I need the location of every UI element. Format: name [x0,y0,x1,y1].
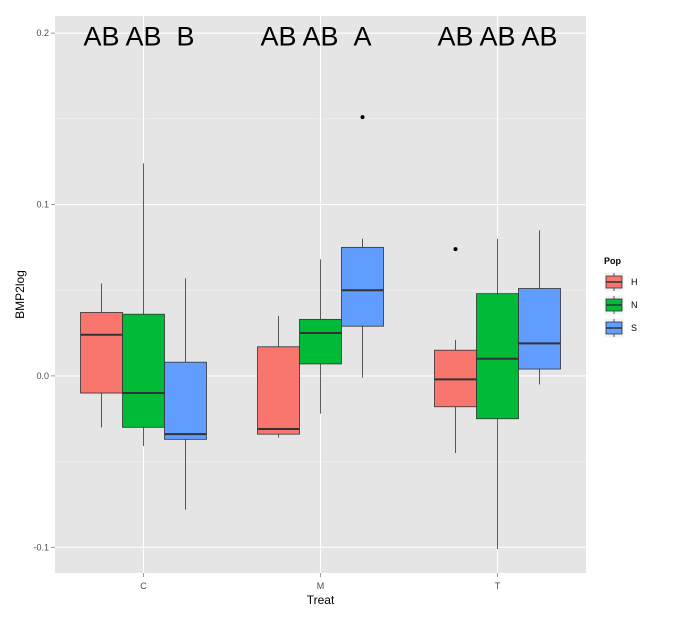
legend-label: N [631,300,638,310]
box-H-C [80,283,123,428]
y-tick-label: 0.0 [36,371,49,381]
y-axis-title: BMP2log [13,270,27,319]
legend: Pop H N S [603,256,638,339]
significance-label: B [176,22,194,52]
y-tick-label: 0.1 [36,200,49,210]
y-tick-label: 0.2 [36,28,49,38]
box-S-C [164,278,207,510]
x-tick-label: M [317,581,325,591]
box-N-M [299,259,342,414]
box-body [257,346,300,435]
box-body [518,288,561,370]
legend-label: H [631,277,638,287]
boxes [80,115,561,550]
annotations: AB AB B AB AB A AB AB AB [83,22,557,52]
box-body [164,361,207,440]
box-body [341,246,384,327]
box-body [476,293,519,420]
box-body [122,313,165,428]
box-S-M [341,115,384,378]
legend-key-N: N [603,294,638,316]
y-tick-label: -0.1 [33,542,49,552]
significance-label: AB [83,22,119,52]
box-body [80,312,123,394]
box-N-C [122,163,165,447]
significance-label: AB [125,22,161,52]
legend-key-H: H [603,271,638,293]
box-H-T [434,247,477,454]
box-N-T [476,238,519,550]
box-H-M [257,315,300,438]
y-axis: -0.1 0.0 0.1 0.2 [33,28,55,552]
significance-label: AB [437,22,473,52]
x-axis-title: Treat [307,593,335,607]
legend-label: S [631,323,637,333]
outlier-point [453,247,458,252]
significance-label: AB [521,22,557,52]
legend-title: Pop [604,256,622,266]
x-tick-label: C [140,581,147,591]
box-S-T [518,230,561,385]
significance-label: AB [302,22,338,52]
significance-label: AB [479,22,515,52]
outlier-point [360,115,365,120]
significance-label: AB [260,22,296,52]
legend-key-S: S [603,317,637,339]
significance-label: A [353,22,371,52]
box-body [299,318,342,365]
x-tick-label: T [495,581,501,591]
